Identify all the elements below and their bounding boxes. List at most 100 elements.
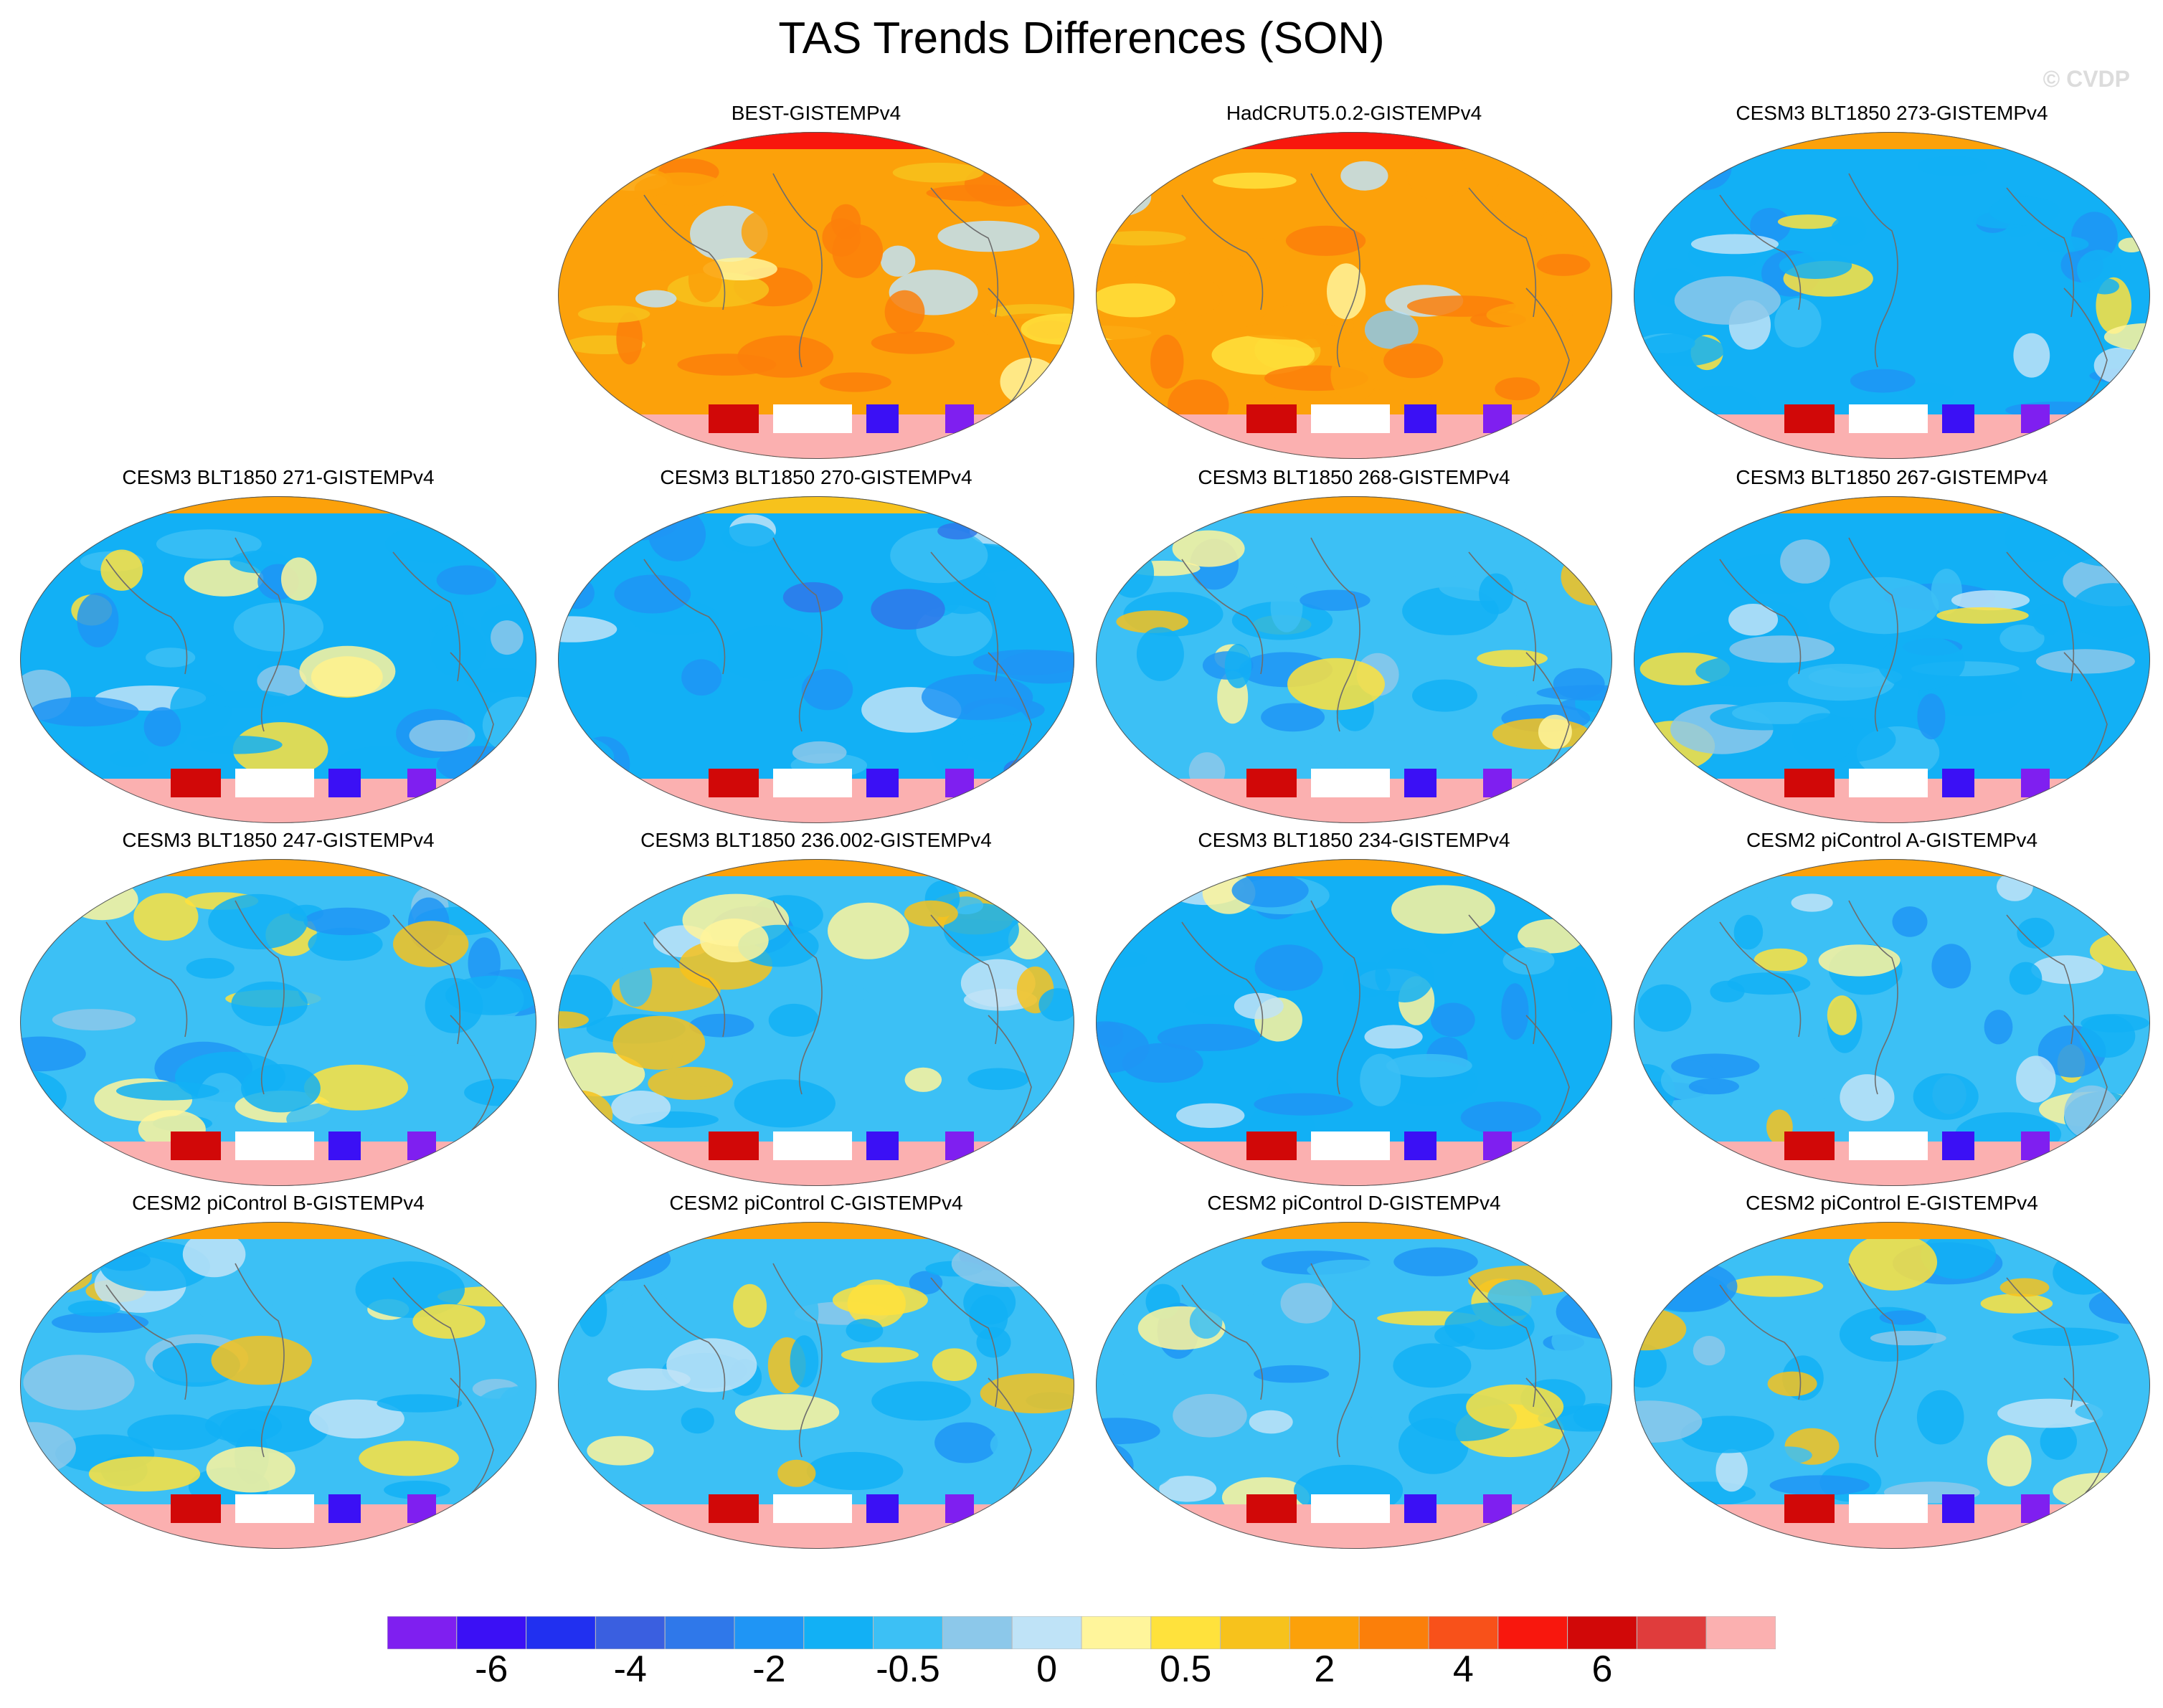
anomaly-blob [577, 1235, 648, 1289]
colorbar-box [1081, 1616, 1152, 1649]
map-panel: CESM3 BLT1850 236.002-GISTEMPv4 [548, 829, 1084, 1195]
anomaly-blob [1906, 382, 1954, 402]
coastline [772, 173, 823, 368]
colorbar-box [1011, 1616, 1082, 1649]
anomaly-blob [430, 623, 486, 678]
anomaly-blob [198, 1298, 278, 1324]
panel-title: CESM3 BLT1850 270-GISTEMPv4 [660, 466, 972, 488]
anomaly-blob [436, 565, 497, 595]
arctic-band [1634, 132, 2150, 149]
anomaly-blob [2032, 604, 2063, 636]
anomaly-blob [921, 674, 1033, 721]
anomaly-blob [359, 1441, 459, 1476]
anomaly-blob [1234, 992, 1284, 1020]
colorbar-box [803, 1616, 874, 1649]
anomaly-blob [1743, 1093, 1827, 1110]
antarctic-patch [2021, 1131, 2050, 1160]
panel-title: CESM3 BLT1850 247-GISTEMPv4 [122, 829, 435, 851]
anomaly-blob [127, 1414, 222, 1451]
anomaly-blob [146, 647, 196, 668]
antarctic-patch [709, 769, 759, 797]
anomaly-blob [1733, 914, 1764, 950]
coastline [2006, 1277, 2075, 1408]
anomaly-blob [2013, 333, 2050, 378]
anomaly-blob [2031, 955, 2103, 985]
anomaly-blob [1779, 252, 1852, 279]
coastline [105, 559, 188, 675]
anomaly-blob [1307, 1259, 1393, 1281]
anomaly-blob [2130, 1261, 2150, 1281]
anomaly-blob [1486, 303, 1573, 328]
antarctic-patch [773, 404, 852, 433]
map-outline [20, 1222, 536, 1549]
anomaly-blob [1261, 703, 1325, 732]
anomaly-blob [377, 1394, 463, 1413]
antarctic-patch [1311, 769, 1390, 797]
colorbar-box [595, 1616, 666, 1649]
map-panel: CESM2 piControl B-GISTEMPv4 [10, 1192, 546, 1557]
anomaly-blob [962, 733, 1033, 762]
antarctic-patch [2021, 1494, 2050, 1523]
anomaly-blob [23, 1354, 135, 1410]
map-panel: CESM3 BLT1850 271-GISTEMPv4 [10, 466, 546, 832]
anomaly-blob [2105, 389, 2150, 420]
anomaly-blob [20, 1036, 86, 1072]
map-svg [1634, 1222, 2150, 1549]
antarctic-patch [1849, 1494, 1928, 1523]
map-svg [1096, 1222, 1612, 1549]
anomaly-blob [1231, 737, 1323, 759]
anomaly-blob [1999, 625, 2045, 653]
anomaly-blob [558, 361, 577, 391]
antarctic-patch [945, 1131, 974, 1160]
anomaly-blob [1829, 577, 1939, 635]
anomaly-blob [558, 174, 609, 203]
anomaly-blob [2053, 1473, 2147, 1509]
antarctic-patch [1246, 1494, 1297, 1523]
anomaly-blob [937, 523, 978, 540]
anomaly-blob [1300, 589, 1371, 611]
map-svg [1634, 496, 2150, 823]
anomaly-blob [1466, 1384, 1564, 1429]
coastline [2006, 551, 2075, 682]
antarctic-patch [2021, 404, 2050, 433]
anomaly-blob [1791, 893, 1833, 912]
anomaly-blob [1501, 983, 1529, 1040]
anomaly-blob [1636, 392, 1675, 415]
coastline [988, 1377, 1032, 1494]
coastline [772, 900, 823, 1095]
antarctic-patch [1784, 1131, 1835, 1160]
coastline [2063, 652, 2108, 768]
anomaly-blob [790, 1335, 819, 1387]
anomaly-blob [1762, 1446, 1812, 1464]
arctic-band [558, 859, 1074, 876]
antarctic-patch [1942, 404, 1974, 433]
anomaly-blob [768, 1003, 820, 1037]
coastline [1525, 1377, 1570, 1494]
anomaly-blob [1285, 225, 1366, 256]
anomaly-blob [700, 919, 769, 962]
anomaly-blob [871, 331, 955, 354]
anomaly-blob [943, 903, 1019, 957]
map-panel: CESM2 piControl A-GISTEMPv4 [1624, 829, 2160, 1195]
panel-title: CESM3 BLT1850 271-GISTEMPv4 [122, 466, 435, 488]
anomaly-blob [1727, 972, 1811, 995]
coastline [1719, 1284, 1802, 1400]
anomaly-blob [1391, 885, 1495, 934]
map-outline [1634, 132, 2150, 459]
anomaly-blob [1921, 1230, 1997, 1279]
anomaly-blob [208, 690, 291, 708]
coastline [1181, 559, 1264, 675]
anomaly-blob [1136, 627, 1184, 681]
anomaly-blob [1850, 369, 1916, 393]
anomaly-blob [1270, 582, 1303, 632]
anomaly-blob [1999, 1278, 2050, 1297]
anomaly-blob [1120, 1332, 1157, 1387]
anomaly-blob [611, 1091, 671, 1124]
antarctic-patch [2021, 769, 2050, 797]
antarctic-patch [1784, 1494, 1835, 1523]
anomaly-blob [999, 650, 1074, 684]
colorbar-tick-label: -0.5 [876, 1648, 940, 1690]
anomaly-blob [309, 1399, 404, 1439]
map-outline [558, 859, 1074, 1186]
anomaly-blob [1547, 874, 1612, 919]
